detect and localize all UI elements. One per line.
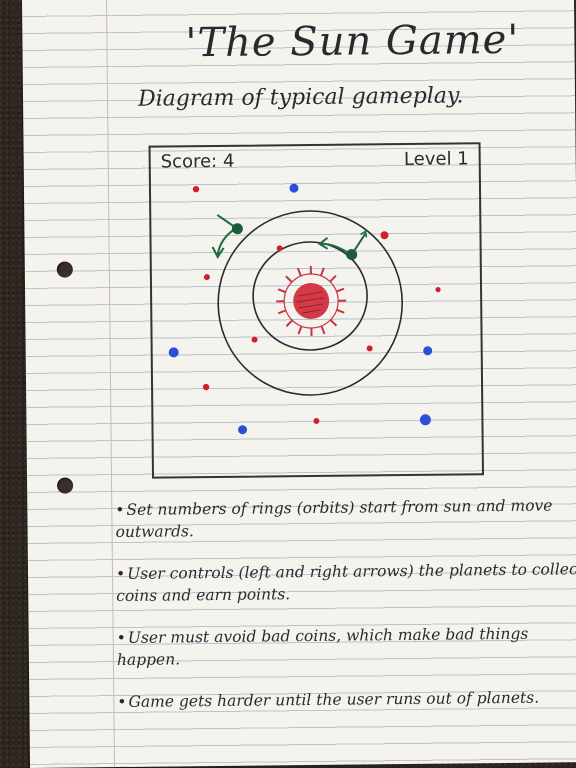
note-text: Game gets harder until the user runs out… [128, 688, 540, 711]
punch-hole [57, 477, 74, 494]
note-bullet: • [115, 500, 125, 520]
note-bullet: • [116, 628, 126, 648]
page-subtitle: Diagram of typical gameplay. [137, 83, 464, 112]
bad-coin [202, 383, 210, 391]
game-diagram: Score: 4 Level 1 [148, 142, 485, 479]
arrow-left-icon [211, 246, 225, 259]
note-bullet: • [115, 564, 126, 584]
note-item: • Set numbers of rings (orbits) start fro… [115, 494, 576, 543]
bad-coin [192, 185, 200, 193]
bad-coin [366, 345, 373, 352]
bad-coin [380, 231, 389, 240]
bad-coin [313, 417, 320, 424]
bad-coin [276, 245, 283, 252]
bad-coin [203, 274, 210, 281]
note-bullet: • [117, 692, 127, 712]
good-coin [423, 346, 433, 356]
game-field [168, 183, 441, 435]
notes-list: • Set numbers of rings (orbits) start fro… [115, 494, 576, 733]
page-title: 'The Sun Game' [185, 16, 520, 67]
note-item: • User controls (left and right arrows) t… [116, 558, 576, 607]
note-text: Set numbers of rings (orbits) start from… [115, 496, 553, 542]
good-coin [168, 347, 179, 358]
punch-hole [56, 261, 73, 278]
good-coin [289, 183, 299, 193]
sun-icon [276, 265, 347, 336]
note-text: User must avoid bad coins, which make ba… [116, 624, 529, 670]
bad-coin [251, 336, 258, 343]
arrow-right-icon [317, 237, 329, 250]
notebook-paper: 'The Sun Game' Diagram of typical gamepl… [22, 0, 576, 768]
planet-inner-orbit [317, 230, 368, 261]
inner-orbit-ring [252, 241, 368, 351]
planet-outer-orbit [211, 214, 243, 259]
note-text: User controls (left and right arrows) th… [116, 560, 576, 606]
note-item: • Game gets harder until the user runs ou… [117, 686, 576, 713]
good-coin [419, 414, 431, 426]
good-coin [238, 425, 248, 435]
bad-coin [435, 287, 441, 293]
margin-line [105, 0, 116, 768]
note-item: • User must avoid bad coins, which make b… [117, 622, 576, 671]
outer-orbit-ring [217, 210, 403, 396]
